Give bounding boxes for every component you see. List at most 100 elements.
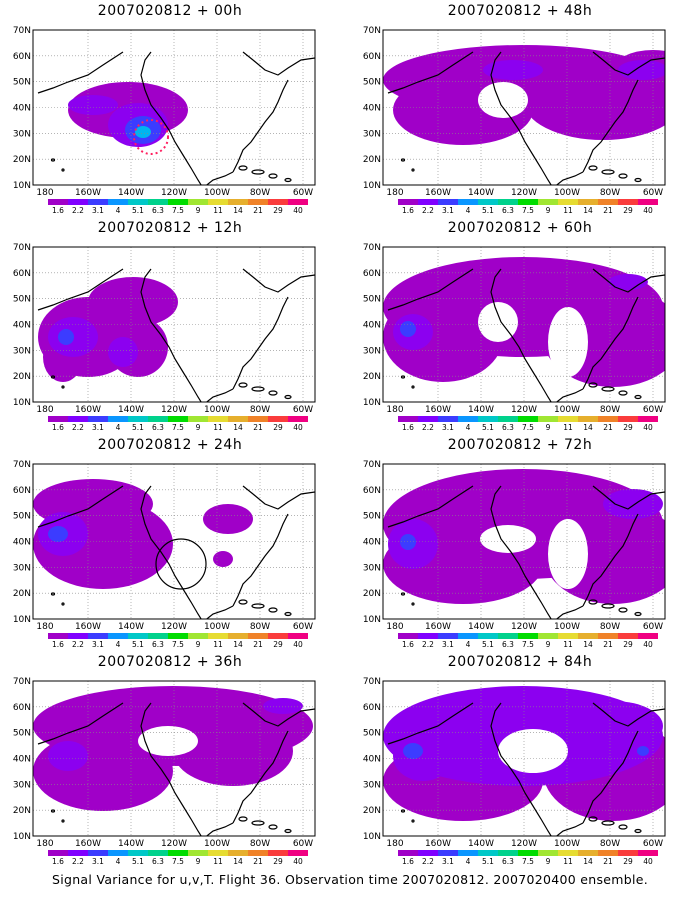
colorbar-swatch <box>228 850 248 856</box>
colorbar-label: 21 <box>253 640 263 649</box>
latitude-label: 30N <box>13 346 31 356</box>
latitude-label: 10N <box>13 398 31 408</box>
coastline <box>387 485 665 619</box>
colorbar-label: 6.3 <box>502 640 514 649</box>
latitude-label: 70N <box>363 677 381 687</box>
colorbar-label: 6.3 <box>502 206 514 215</box>
colorbar-label: 6.3 <box>502 857 514 866</box>
coastline <box>387 268 665 402</box>
colorbar-swatch <box>208 633 228 639</box>
longitude-label: 120W <box>161 622 187 632</box>
colorbar-swatch <box>398 199 418 205</box>
colorbar-label: 21 <box>253 206 263 215</box>
map-frame <box>32 680 316 837</box>
colorbar-label: 7.5 <box>522 206 534 215</box>
colorbar-label: 5.1 <box>132 857 144 866</box>
low-variance-area <box>480 525 536 553</box>
colorbar-label: 1.6 <box>52 857 64 866</box>
colorbar-label: 2.2 <box>72 640 84 649</box>
colorbar-swatch <box>228 633 248 639</box>
colorbar-label: 21 <box>603 206 613 215</box>
colorbar-label: 29 <box>623 857 633 866</box>
latitude-label: 70N <box>13 677 31 687</box>
map-frame <box>32 29 316 186</box>
colorbar-swatch <box>228 199 248 205</box>
map-field <box>33 464 315 619</box>
latitude-label: 50N <box>363 78 381 88</box>
colorbar-label: 29 <box>623 423 633 432</box>
colorbar-label: 4 <box>466 423 471 432</box>
longitude-label: 120W <box>161 405 187 415</box>
colorbar-label: 2.2 <box>422 206 434 215</box>
colorbar-label: 7.5 <box>522 857 534 866</box>
colorbar-swatch <box>48 633 68 639</box>
colorbar-label: 9 <box>196 857 201 866</box>
colorbar-swatch <box>538 199 558 205</box>
colorbar-label: 3.1 <box>442 423 454 432</box>
panel-title: 2007020812 + 24h <box>97 437 243 453</box>
longitude-label: 80W <box>250 839 270 849</box>
latitude-label: 40N <box>363 104 381 114</box>
longitude-label: 140W <box>118 188 144 198</box>
colorbar-label: 2.2 <box>422 857 434 866</box>
longitude-label: 180 <box>386 839 403 849</box>
longitude-label: 160W <box>425 405 451 415</box>
low-variance-area <box>498 729 568 773</box>
colorbar-label: 1.6 <box>402 423 414 432</box>
colorbar-label: 14 <box>233 857 243 866</box>
colorbar-label: 3.1 <box>92 640 104 649</box>
panel-title: 2007020812 + 60h <box>447 220 593 236</box>
colorbar-label: 1.6 <box>52 640 64 649</box>
longitude-label: 180 <box>386 188 403 198</box>
latitude-label: 10N <box>13 832 31 842</box>
latitude-label: 20N <box>363 806 381 816</box>
latitude-label: 20N <box>13 806 31 816</box>
colorbar-label: 11 <box>563 423 573 432</box>
colorbar-label: 5.1 <box>132 206 144 215</box>
coastline <box>37 51 315 185</box>
colorbar-label: 7.5 <box>172 423 184 432</box>
map-panel: 2007020812 + 60h 70N 60N 50N 40N 30N 20N 10N 180… <box>350 217 700 439</box>
longitude-label: 100W <box>554 622 580 632</box>
longitude-label: 160W <box>75 405 101 415</box>
latitude-label: 10N <box>13 181 31 191</box>
latitude-label: 60N <box>363 703 381 713</box>
colorbar-swatch <box>638 850 658 856</box>
colorbar-swatch <box>248 416 268 422</box>
colorbar-swatch <box>68 416 88 422</box>
longitude-label: 160W <box>75 839 101 849</box>
map-panel: 2007020812 + 24h 70N 60N 50N 40N 30N 20N 10N 180… <box>0 434 350 656</box>
colorbar-label: 6.3 <box>152 640 164 649</box>
longitude-label: 60W <box>643 839 663 849</box>
coastline <box>37 485 315 619</box>
latitude-label: 10N <box>363 398 381 408</box>
latitude-label: 60N <box>363 52 381 62</box>
map-frame <box>382 29 666 186</box>
map-frame <box>382 246 666 403</box>
longitude-label: 160W <box>75 188 101 198</box>
low-variance-area <box>138 726 198 756</box>
variance-contour <box>393 731 453 781</box>
colorbar-label: 9 <box>546 423 551 432</box>
colorbar-swatch <box>288 850 308 856</box>
colorbar-label: 5.1 <box>482 423 494 432</box>
colorbar-swatch <box>208 850 228 856</box>
colorbar-label: 1.6 <box>52 206 64 215</box>
colorbar-label: 9 <box>196 206 201 215</box>
colorbar-swatch <box>148 416 168 422</box>
colorbar-label: 6.3 <box>502 423 514 432</box>
variance-contour <box>108 337 138 367</box>
longitude-label: 140W <box>118 405 144 415</box>
colorbar-label: 40 <box>293 640 303 649</box>
colorbar-label: 14 <box>583 640 593 649</box>
target-circle <box>155 538 207 590</box>
colorbar-swatch <box>128 199 148 205</box>
colorbar-swatch <box>438 850 458 856</box>
colorbar-label: 6.3 <box>152 423 164 432</box>
colorbar-swatch <box>578 416 598 422</box>
colorbar-label: 3.1 <box>92 423 104 432</box>
map-field <box>33 30 315 185</box>
longitude-label: 120W <box>511 622 537 632</box>
colorbar-label: 5.1 <box>132 640 144 649</box>
colorbar-swatch <box>88 416 108 422</box>
